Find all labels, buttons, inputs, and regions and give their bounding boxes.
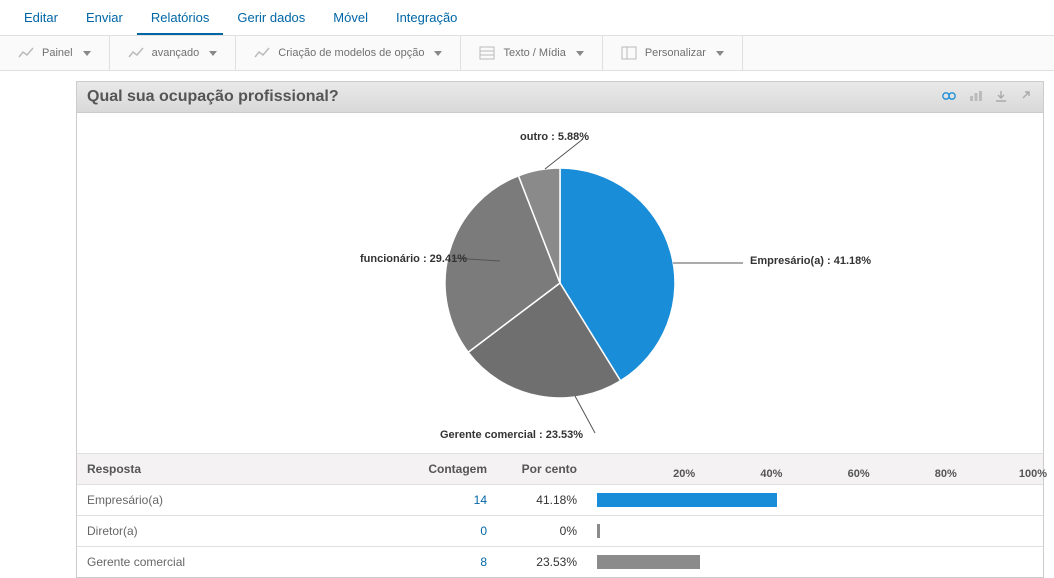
bar-track <box>597 524 1033 538</box>
subnav-label: Criação de modelos de opção <box>278 47 424 59</box>
axis-tick: 40% <box>760 468 782 480</box>
top-nav: Editar Enviar Relatórios Gerir dados Móv… <box>0 0 1054 36</box>
content: Qual sua ocupação profissional? Emp <box>0 71 1054 578</box>
subnav-label: Texto / Mídia <box>503 47 565 59</box>
bar-fill <box>597 555 700 569</box>
subnav-avancado[interactable]: avançado <box>110 36 237 70</box>
col-contagem: Contagem <box>407 454 497 485</box>
porcento-cell: 0% <box>497 516 587 547</box>
subnav-label: Painel <box>42 47 73 59</box>
table-row: Diretor(a) 0 0% <box>77 516 1043 547</box>
question-panel: Qual sua ocupação profissional? Emp <box>76 81 1044 578</box>
line-chart-icon <box>128 46 144 60</box>
settings-icon[interactable] <box>939 89 959 106</box>
axis-tick: 20% <box>673 468 695 480</box>
pie-chart-area: Empresário(a) : 41.18% Gerente comercial … <box>77 113 1043 453</box>
nav-relatorios[interactable]: Relatórios <box>137 4 224 35</box>
results-table: Resposta Contagem Por cento 20%40%60%80%… <box>77 453 1043 577</box>
chevron-down-icon <box>434 51 442 56</box>
bar-track <box>597 555 1033 569</box>
table-row: Empresário(a) 14 41.18% <box>77 485 1043 516</box>
col-resposta: Resposta <box>77 454 407 485</box>
subnav-label: Personalizar <box>645 47 706 59</box>
contagem-link[interactable]: 0 <box>480 524 487 538</box>
resposta-cell: Empresário(a) <box>87 493 163 507</box>
bar-fill <box>597 493 777 507</box>
resposta-cell: Gerente comercial <box>87 555 185 569</box>
pie-label: Empresário(a) : 41.18% <box>750 255 871 267</box>
chevron-down-icon <box>576 51 584 56</box>
download-icon[interactable] <box>993 90 1009 105</box>
panel-tools <box>939 89 1033 106</box>
col-bar-axis: 20%40%60%80%100% <box>587 454 1043 485</box>
col-porcento: Por cento <box>497 454 587 485</box>
chevron-down-icon <box>716 51 724 56</box>
panel-title: Qual sua ocupação profissional? <box>87 88 339 106</box>
nav-integracao[interactable]: Integração <box>382 4 471 35</box>
axis-tick: 100% <box>1019 468 1047 480</box>
line-chart-icon <box>18 46 34 60</box>
nav-editar[interactable]: Editar <box>10 4 72 35</box>
grid-icon <box>479 46 495 60</box>
chevron-down-icon <box>209 51 217 56</box>
nav-enviar[interactable]: Enviar <box>72 4 137 35</box>
porcento-cell: 23.53% <box>497 547 587 578</box>
table-header-row: Resposta Contagem Por cento 20% 40% 60% 80%… <box>77 454 1043 485</box>
bar-fill <box>597 524 600 538</box>
subnav-painel[interactable]: Painel <box>0 36 110 70</box>
contagem-link[interactable]: 14 <box>474 493 487 507</box>
chevron-down-icon <box>83 51 91 56</box>
porcento-cell: 41.18% <box>497 485 587 516</box>
resposta-cell: Diretor(a) <box>87 524 138 538</box>
subnav-modelos[interactable]: Criação de modelos de opção <box>236 36 461 70</box>
subnav-personalizar[interactable]: Personalizar <box>603 36 743 70</box>
axis-tick: 80% <box>935 468 957 480</box>
panel-icon <box>621 46 637 60</box>
pie-label: Gerente comercial : 23.53% <box>440 429 583 441</box>
contagem-link[interactable]: 8 <box>480 555 487 569</box>
axis-tick: 60% <box>848 468 870 480</box>
table-row: Gerente comercial 8 23.53% <box>77 547 1043 578</box>
chart-type-icon[interactable] <box>967 90 985 105</box>
sub-nav: Painel avançado Criação de modelos de op… <box>0 36 1054 71</box>
subnav-label: avançado <box>152 47 200 59</box>
panel-header: Qual sua ocupação profissional? <box>77 82 1043 113</box>
pie-label: funcionário : 29.41% <box>360 253 467 265</box>
nav-movel[interactable]: Móvel <box>319 4 382 35</box>
share-icon[interactable] <box>1017 90 1033 105</box>
line-chart-icon <box>254 46 270 60</box>
subnav-texto-midia[interactable]: Texto / Mídia <box>461 36 602 70</box>
bar-track <box>597 493 1033 507</box>
pie-label: outro : 5.88% <box>520 131 589 143</box>
nav-gerir-dados[interactable]: Gerir dados <box>223 4 319 35</box>
